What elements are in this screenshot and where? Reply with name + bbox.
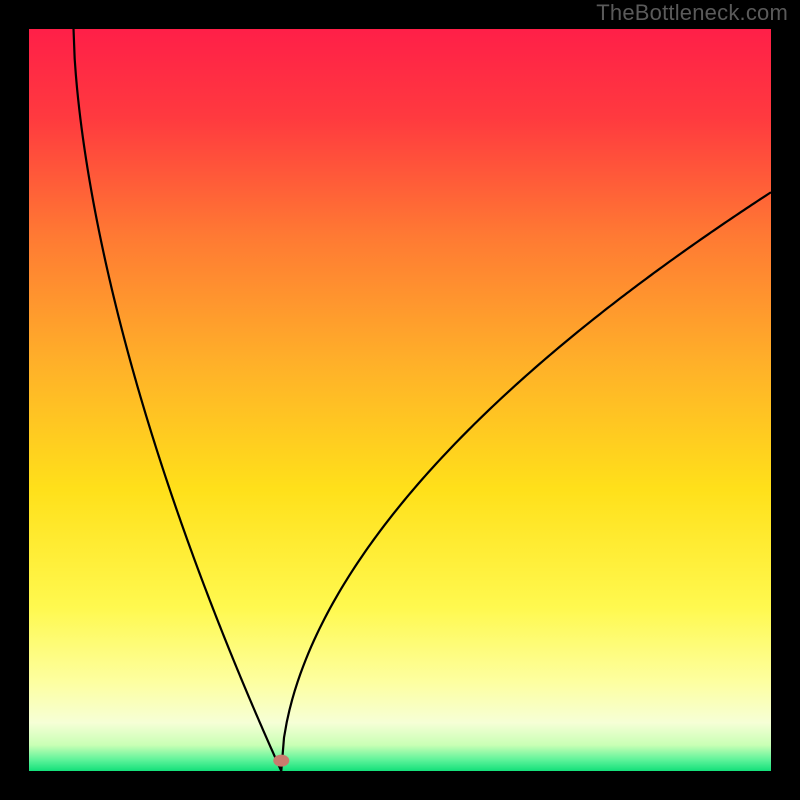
minimum-marker bbox=[273, 755, 289, 767]
chart-svg bbox=[29, 29, 771, 771]
watermark-text: TheBottleneck.com bbox=[596, 0, 788, 26]
chart-frame: TheBottleneck.com bbox=[0, 0, 800, 800]
plot-area bbox=[29, 29, 771, 771]
